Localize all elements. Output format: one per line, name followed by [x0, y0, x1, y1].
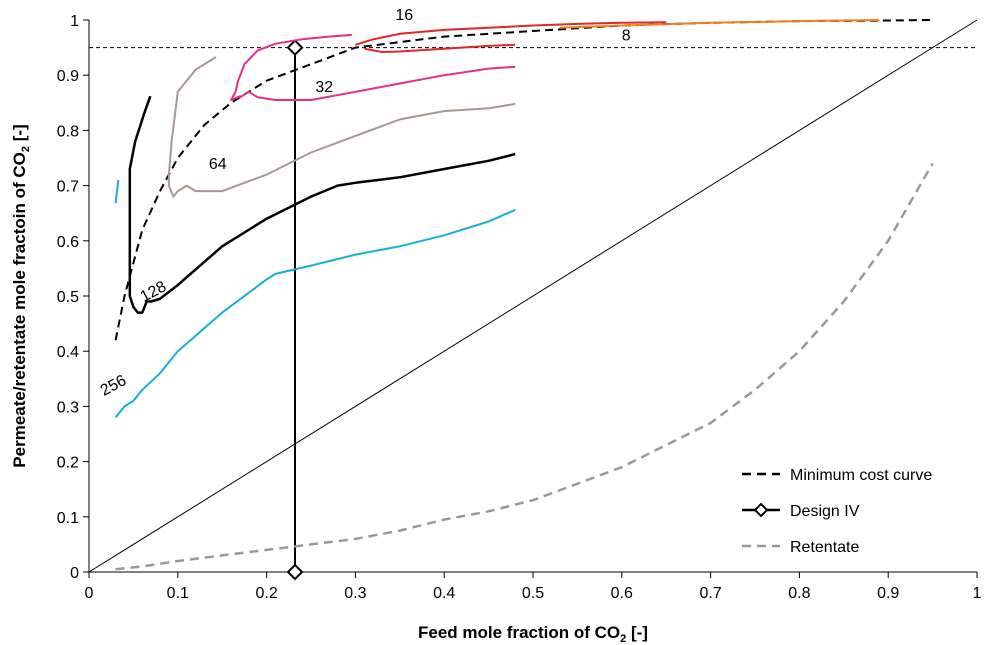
- axes: 0 0.1 0.2 0.3 0.4 0.5 0.6 0.7 0.8 0.9 1 0 0.1 0.2 0.3 0…: [57, 13, 982, 602]
- curve-label-32: 32: [315, 79, 333, 96]
- diagonal-line: [88, 19, 978, 573]
- design-iv-marker: [286, 39, 304, 57]
- curve-label-8: 8: [622, 27, 631, 44]
- x-tick-label: 0.4: [433, 585, 455, 602]
- x-tick-label: 1: [973, 585, 982, 602]
- x-axis-label: Feed mole fraction of CO2 [-]: [418, 623, 648, 645]
- curve-label-64: 64: [209, 156, 227, 173]
- series-group: [114, 19, 934, 581]
- legend-label-minimum-cost-curve: Minimum cost curve: [790, 467, 932, 484]
- y-tick-label: 0.1: [57, 510, 79, 527]
- series-line-16-lower: [364, 43, 516, 53]
- y-tick-label: 0.6: [57, 234, 79, 251]
- legend-marker-design-iv: [753, 502, 769, 518]
- y-tick-label: 0.2: [57, 455, 79, 472]
- series-line-minimum-cost-curve: [114, 19, 933, 341]
- y-tick-label: 0.9: [57, 68, 79, 85]
- curve-label-16: 16: [395, 7, 413, 24]
- series-line-32: [230, 33, 516, 101]
- series-line-256-short: [114, 179, 120, 204]
- y-tick-label: 0.8: [57, 123, 79, 140]
- y-axis-label: Permeate/retentate mole fractoin of CO2 …: [10, 124, 32, 467]
- series-line-retentate: [115, 162, 934, 571]
- axis-labels: Feed mole fraction of CO2 [-] Permeate/r…: [10, 124, 648, 645]
- series-line-256: [114, 208, 516, 419]
- reference-lines: [88, 19, 978, 573]
- series-line-8: [559, 19, 880, 29]
- series-line-16: [355, 21, 667, 46]
- curve-label-256: 256: [98, 372, 130, 400]
- design-iv-marker: [286, 563, 304, 581]
- y-tick-label: 0.4: [57, 344, 79, 361]
- x-tick-label: 0.8: [788, 585, 810, 602]
- y-tick-label: 0.5: [57, 289, 79, 306]
- series-line-64: [167, 56, 516, 198]
- x-tick-label: 0.5: [522, 585, 544, 602]
- legend-label-retentate: Retentate: [790, 539, 859, 556]
- y-tick-label: 1: [70, 13, 79, 30]
- legend-label-design-iv: Design IV: [790, 503, 860, 520]
- x-tick-label: 0: [85, 585, 94, 602]
- x-tick-label: 0.9: [877, 585, 899, 602]
- y-tick-label: 0: [70, 565, 79, 582]
- x-tick-label: 0.1: [167, 585, 189, 602]
- series-line-128: [128, 95, 516, 314]
- y-tick-label: 0.3: [57, 399, 79, 416]
- legend: Minimum cost curve Design IV Retentate: [742, 467, 932, 556]
- x-tick-label: 0.2: [255, 585, 277, 602]
- x-tick-label: 0.7: [699, 585, 721, 602]
- x-tick-label: 0.6: [611, 585, 633, 602]
- x-tick-label: 0.3: [344, 585, 366, 602]
- y-tick-label: 0.7: [57, 179, 79, 196]
